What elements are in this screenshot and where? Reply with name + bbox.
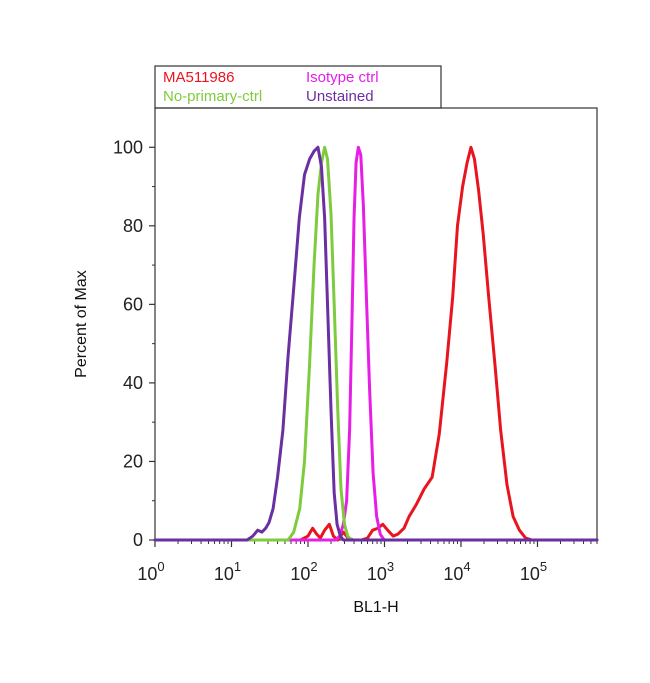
y-tick-label: 20 [123,451,143,471]
y-tick-label: 0 [133,530,143,550]
y-axis-label: Percent of Max [73,270,90,378]
x-tick-label: 104 [443,559,470,584]
y-tick-label: 40 [123,373,143,393]
x-tick-label: 102 [290,559,317,584]
legend-item-no-primary-ctrl: No-primary-ctrl [163,88,262,105]
legend-frame [154,65,442,109]
y-axis-ticks: 0 20 40 60 80 100 [113,137,155,550]
series-line-isotype-ctrl [153,145,599,542]
y-tick-label: 100 [113,137,143,157]
y-tick-label: 60 [123,294,143,314]
legend-item-isotype-ctrl: Isotype ctrl [306,69,379,86]
y-tick-label: 80 [123,216,143,236]
x-axis-label: BL1-H [353,599,398,616]
series-layer [153,145,599,542]
series-line-ma511986 [153,145,599,542]
legend: MA511986 Isotype ctrl No-primary-ctrl Un… [154,65,442,109]
plot-area [154,107,598,541]
legend-item-ma511986: MA511986 [163,69,234,86]
legend-item-unstained: Unstained [306,88,374,105]
x-tick-label: 105 [520,559,547,584]
x-tick-label: 100 [137,559,164,584]
x-tick-label: 103 [367,559,394,584]
x-axis-ticks: 100 101 102 103 104 105 [137,540,598,584]
series-line-unstained [153,145,599,542]
x-tick-label: 101 [214,559,241,584]
series-line-no-primary-ctrl [153,145,599,542]
